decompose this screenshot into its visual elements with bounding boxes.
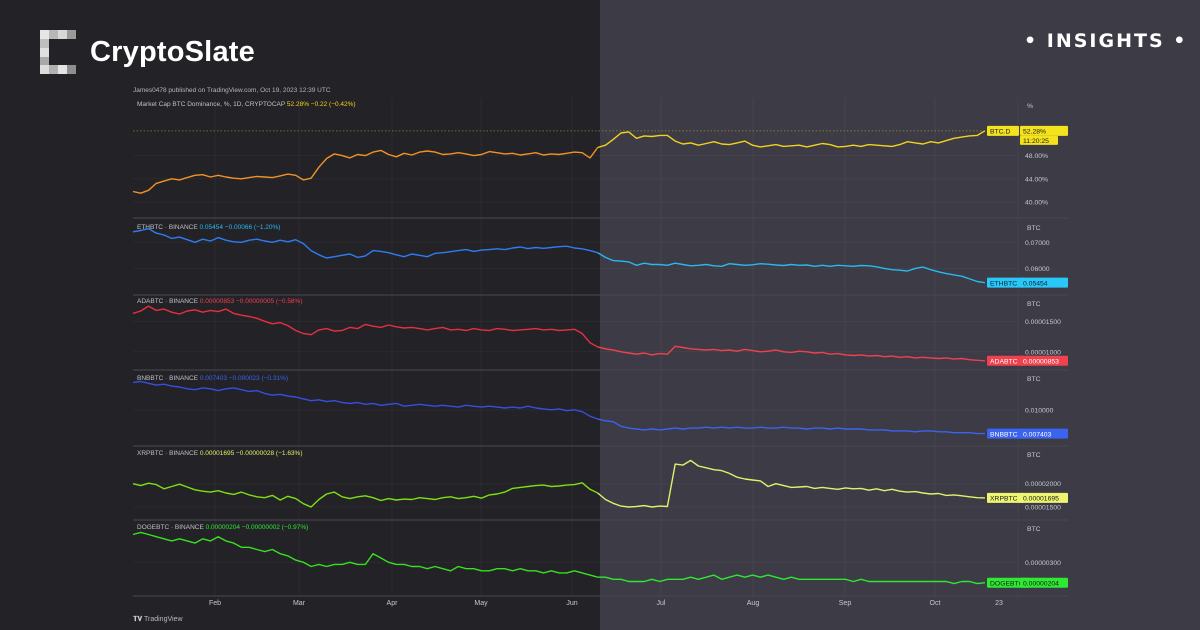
unit-label: BTC — [1027, 452, 1041, 459]
brand-name[interactable]: CryptoSlate — [90, 36, 255, 68]
tradingview-logo[interactable]: 𝐓𝐕 TradingView — [133, 616, 183, 624]
x-tick-label: Aug — [747, 600, 760, 607]
countdown-label: 11:20:25 — [1023, 138, 1049, 145]
x-tick-label: Jun — [566, 600, 577, 607]
y-tick-label: 0.00001000 — [1025, 349, 1061, 356]
unit-label: % — [1027, 103, 1033, 110]
series-line-ethbtc-right — [597, 252, 986, 284]
panel-header: BNBBTC · BINANCE 0.007403 −0.000023 (−0.… — [137, 375, 288, 382]
y-tick-label: 0.00000300 — [1025, 560, 1061, 567]
series-line-xrpbtc-right — [597, 459, 986, 508]
x-tick-label: 23 — [995, 600, 1003, 607]
series-name-badge — [987, 125, 1019, 136]
panel-bnbbtc: 0.010000 BTC BNBBTC · BINANCE 0.007403 −0.… — [132, 371, 1068, 447]
panel-header: DOGEBTC · BINANCE 0.00000204 −0.00000002… — [137, 524, 308, 531]
y-tick-label: 0.010000 — [1025, 407, 1054, 414]
series-line-dogebtc-right — [597, 574, 986, 585]
x-tick-label: Jul — [657, 600, 666, 607]
last-value-badge — [1020, 577, 1068, 588]
last-value-label: 0.00000853 — [1023, 358, 1059, 365]
last-value-badge — [1020, 492, 1068, 503]
series-name-badge — [987, 277, 1025, 288]
panel-values: 0.00000204 −0.00000002 (−0.97%) — [206, 524, 309, 531]
series-line-adabtc-left — [132, 305, 599, 348]
panel-values: 0.007403 −0.000023 (−0.31%) — [200, 375, 288, 382]
panel-header: XRPBTC · BINANCE 0.00001695 −0.00000028 … — [137, 450, 303, 457]
y-tick-label: 0.07000 — [1025, 240, 1050, 247]
x-axis: Feb Mar Apr May Jun Jul Aug Sep Oct 23 — [209, 600, 1003, 607]
x-tick-label: Feb — [209, 600, 221, 607]
panel-btcd: 48.00% 44.00% 40.00%% Market Cap BTC Domina… — [132, 98, 1068, 219]
unit-label: BTC — [1027, 526, 1041, 533]
insights-text: INSIGHTS — [1046, 30, 1165, 52]
panel-values: 0.00000853 −0.00000005 (−0.58%) — [200, 298, 303, 305]
x-tick-label: Apr — [387, 600, 399, 607]
series-name-label: BTC.D — [990, 129, 1010, 136]
series-name-label: DOGEBTC — [990, 580, 1024, 587]
tradingview-icon: 𝐓𝐕 — [133, 616, 143, 623]
last-value-label: 0.00001695 — [1023, 496, 1059, 503]
x-tick-label: Oct — [930, 600, 941, 607]
series-line-btcd-left — [132, 147, 599, 194]
y-tick-label: 0.06000 — [1025, 266, 1050, 273]
panel-adabtc: 0.00001500 0.00001000 BTC ADABTC · BINANCE … — [132, 296, 1068, 371]
last-value-badge — [1020, 355, 1068, 366]
last-value-badge — [1020, 125, 1068, 136]
series-line-adabtc-right — [597, 345, 986, 362]
y-tick-label: 0.00001500 — [1025, 319, 1061, 326]
y-tick-label: 0.00001500 — [1025, 505, 1061, 512]
insights-dot-right: • — [1173, 30, 1188, 52]
panel-values: 0.05454 −0.00066 (−1.20%) — [199, 224, 280, 231]
y-tick-label: 0.00002000 — [1025, 481, 1061, 488]
unit-label: BTC — [1027, 225, 1041, 232]
panel-header: ADABTC · BINANCE 0.00000853 −0.00000005 … — [137, 298, 303, 305]
cryptoslate-logo-icon — [40, 30, 76, 74]
panel-xrpbtc: 0.00002000 0.00001500 BTC XRPBTC · BINANCE … — [132, 447, 1068, 521]
background-right — [600, 0, 1200, 630]
unit-label: BTC — [1027, 301, 1041, 308]
panel-values: 0.00001695 −0.00000028 (−1.63%) — [200, 450, 303, 457]
last-value-label: 0.00000204 — [1023, 580, 1059, 587]
insights-dot-left: • — [1024, 30, 1039, 52]
series-name-badge — [987, 355, 1025, 366]
last-value-label: 0.007403 — [1023, 431, 1052, 438]
last-value-badge — [1020, 428, 1068, 439]
panel-values: 52.28% −0.22 (−0.42%) — [287, 101, 356, 108]
series-line-bnbbtc-left — [132, 380, 598, 420]
insights-label: • INSIGHTS • — [1024, 30, 1187, 52]
last-value-label: 52.28% — [1023, 129, 1046, 136]
x-tick-label: Mar — [293, 600, 306, 607]
series-name-badge — [987, 492, 1025, 503]
series-name-label: ADABTC — [990, 358, 1018, 365]
series-line-ethbtc-left — [132, 228, 598, 259]
series-line-bnbbtc-right — [597, 418, 985, 435]
y-tick-label: 40.00% — [1025, 199, 1048, 206]
last-value-label: 0.05454 — [1023, 280, 1048, 287]
panel-dogebtc: 0.00000300 BTC DOGEBTC · BINANCE 0.0000020… — [132, 521, 1068, 597]
y-tick-label: 48.00% — [1025, 153, 1048, 160]
background-left — [0, 0, 600, 630]
series-name-badge — [987, 577, 1030, 588]
series-name-label: XRPBTC — [990, 496, 1018, 503]
chart-panels: 48.00% 44.00% 40.00%% Market Cap BTC Domina… — [132, 98, 1068, 597]
panel-header: Market Cap BTC Dominance, %, 1D, CRYPTOC… — [137, 101, 356, 108]
series-line-btcd-right — [597, 130, 986, 149]
unit-label: BTC — [1027, 376, 1041, 383]
panel-header: ETHBTC · BINANCE 0.05454 −0.00066 (−1.20… — [137, 224, 280, 231]
series-line-xrpbtc-left — [132, 482, 599, 508]
series-line-dogebtc-left — [132, 531, 598, 578]
x-tick-label: Sep — [839, 600, 852, 607]
y-tick-label: 44.00% — [1025, 176, 1048, 183]
series-name-label: BNBBTC — [990, 431, 1018, 438]
tradingview-text: TradingView — [143, 616, 183, 623]
x-tick-label: May — [474, 600, 488, 607]
last-value-badge — [1020, 277, 1068, 288]
series-name-label: ETHBTC — [990, 280, 1017, 287]
panel-ethbtc: 0.07000 0.06000 BTC ETHBTC · BINANCE 0.0545… — [132, 220, 1068, 296]
countdown-badge — [1020, 135, 1058, 145]
series-name-badge — [987, 428, 1025, 439]
publisher-line: James0478 published on TradingView.com, … — [133, 87, 331, 94]
